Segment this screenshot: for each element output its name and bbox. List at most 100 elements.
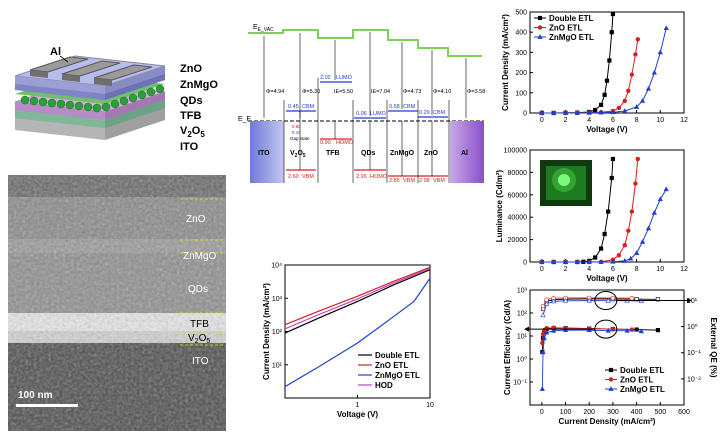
data-point: [633, 181, 638, 186]
band-label-zno: ZnO: [424, 150, 439, 157]
band-label-tfb: TFB: [326, 150, 340, 157]
data-point: [639, 98, 646, 103]
ef-label: E_F: [238, 116, 251, 123]
band-label-ito: ITO: [258, 150, 270, 157]
data-point: [586, 109, 592, 115]
legend-marker: [537, 25, 543, 30]
band-diagram: EE_VAC E_F ITO Al: [238, 24, 485, 184]
vbm-tag-zno: VBM: [433, 178, 445, 184]
eqe-point: [610, 295, 616, 301]
evac-label: EE_VAC: [253, 24, 274, 33]
data-point: [616, 105, 622, 111]
cbm-tag-znmgo: CBM: [403, 104, 416, 110]
x-tick-label: 600: [678, 409, 690, 416]
legend-marker: [537, 34, 543, 39]
vbm-tag-v2o5: VBM: [302, 174, 314, 180]
x-tick-label: 2: [564, 266, 568, 273]
al-label: Al: [50, 46, 61, 58]
data-point: [616, 253, 622, 258]
y-axis-label: Luminance (Cd/m²): [495, 169, 504, 242]
x-tick-label: 400: [631, 409, 643, 416]
x-tick-label: 6: [611, 266, 615, 273]
qd-spheres: [20, 84, 165, 113]
legend-label: ZnMgO ETL: [375, 371, 420, 380]
data-point: [598, 102, 604, 108]
v2o5-note-1: 0.60: [292, 124, 301, 129]
data-point: [651, 69, 657, 75]
data-point: [663, 186, 669, 192]
layer-label-tfb: TFB: [180, 110, 201, 122]
x-tick-label: 4: [587, 117, 591, 124]
data-point: [539, 259, 545, 264]
band-label-qds: QDs: [361, 150, 376, 157]
y-tick-label: 400: [515, 30, 527, 37]
phi-al: Φ=3.58: [467, 89, 485, 95]
series-line-hod: [284, 268, 431, 330]
data-point: [610, 258, 616, 264]
data-point: [602, 92, 607, 97]
x-tick-label: 4: [587, 266, 591, 273]
homo-tag-qds: HOMO: [370, 174, 388, 180]
vacuum-level: [248, 29, 482, 57]
data-point: [663, 25, 669, 31]
tem-image: ZnO ZnMgO QDs TFB V2O5 ITO 100 nm: [8, 175, 226, 431]
data-point: [593, 255, 598, 260]
band-label-al: Al: [461, 150, 468, 157]
data-point: [609, 175, 614, 181]
x-tick-label: 100: [560, 409, 572, 416]
vbm-zno: 2.98: [419, 178, 430, 184]
data-point: [622, 98, 627, 104]
v2o5-note-2: 0.10: [292, 130, 301, 135]
eqe-point: [605, 297, 611, 303]
legend-marker: [608, 367, 614, 373]
y2-tick-label: 10⁰: [687, 323, 698, 331]
tem-label-v2o5: V2O5: [188, 333, 210, 345]
data-point: [602, 231, 607, 237]
data-point: [645, 85, 652, 91]
series-line-znmgo-etl: [541, 28, 667, 114]
data-point: [635, 37, 640, 42]
data-point: [629, 209, 635, 214]
y-axis-label: Current Efficiency (Cd/A): [503, 300, 512, 395]
chart-luminance: 0 2 4 6 8 10 12 0 20000 40000 60000 80000 100000 Volt…: [495, 148, 688, 284]
scale-bar-label: 100 nm: [18, 390, 53, 401]
eqe-point: [629, 296, 635, 301]
chart-jv-log: 1 10 10¹ 10² 10³ 10⁴ Voltage (V) Current Densit…: [262, 263, 434, 420]
data-point: [635, 156, 640, 162]
ce-point: [638, 328, 644, 334]
y-tick-label: 10⁻¹: [513, 380, 527, 387]
y-tick-label: 10⁰: [516, 356, 527, 364]
y-tick-label: 10³: [517, 288, 528, 295]
y-tick-label: 200: [515, 70, 527, 77]
data-point: [607, 58, 612, 63]
data-point: [609, 30, 614, 35]
data-point: [639, 239, 646, 244]
y-tick-label: 500: [515, 10, 527, 17]
data-point: [633, 52, 638, 57]
data-point: [598, 246, 604, 251]
lumo-qds: 0.06: [356, 111, 367, 117]
cbm-tag-zno: CBM: [433, 110, 446, 116]
series-line-zno-etl: [284, 266, 431, 326]
layer-label-zno: ZnO: [180, 63, 202, 75]
y-tick-label: 10¹: [517, 334, 528, 341]
data-point: [606, 209, 611, 214]
eqe-point: [543, 301, 550, 306]
x-axis-label: Voltage (V): [337, 410, 379, 419]
data-point: [574, 110, 580, 115]
cbm-znmgo: 0.68: [389, 104, 400, 110]
x-tick-label: 8: [635, 117, 639, 124]
y2-axis-label: External QE (%): [709, 317, 718, 377]
y-tick-label: 100: [515, 90, 527, 97]
plot-frame: [529, 289, 685, 406]
tem-label-qds: QDs: [188, 284, 208, 295]
legend-label: ZnO ETL: [549, 24, 582, 33]
layer-label-v2o5: V2O5: [180, 125, 205, 139]
cbm-zno: 0.29: [419, 110, 430, 116]
x-axis-label: Current Density (mA/cm²): [559, 417, 656, 426]
y-tick-label: 100000: [504, 148, 527, 155]
phi-ito: Φ=4.94: [266, 89, 284, 95]
y-tick-label: 80000: [508, 170, 528, 177]
tem-label-ito: ITO: [192, 356, 209, 367]
